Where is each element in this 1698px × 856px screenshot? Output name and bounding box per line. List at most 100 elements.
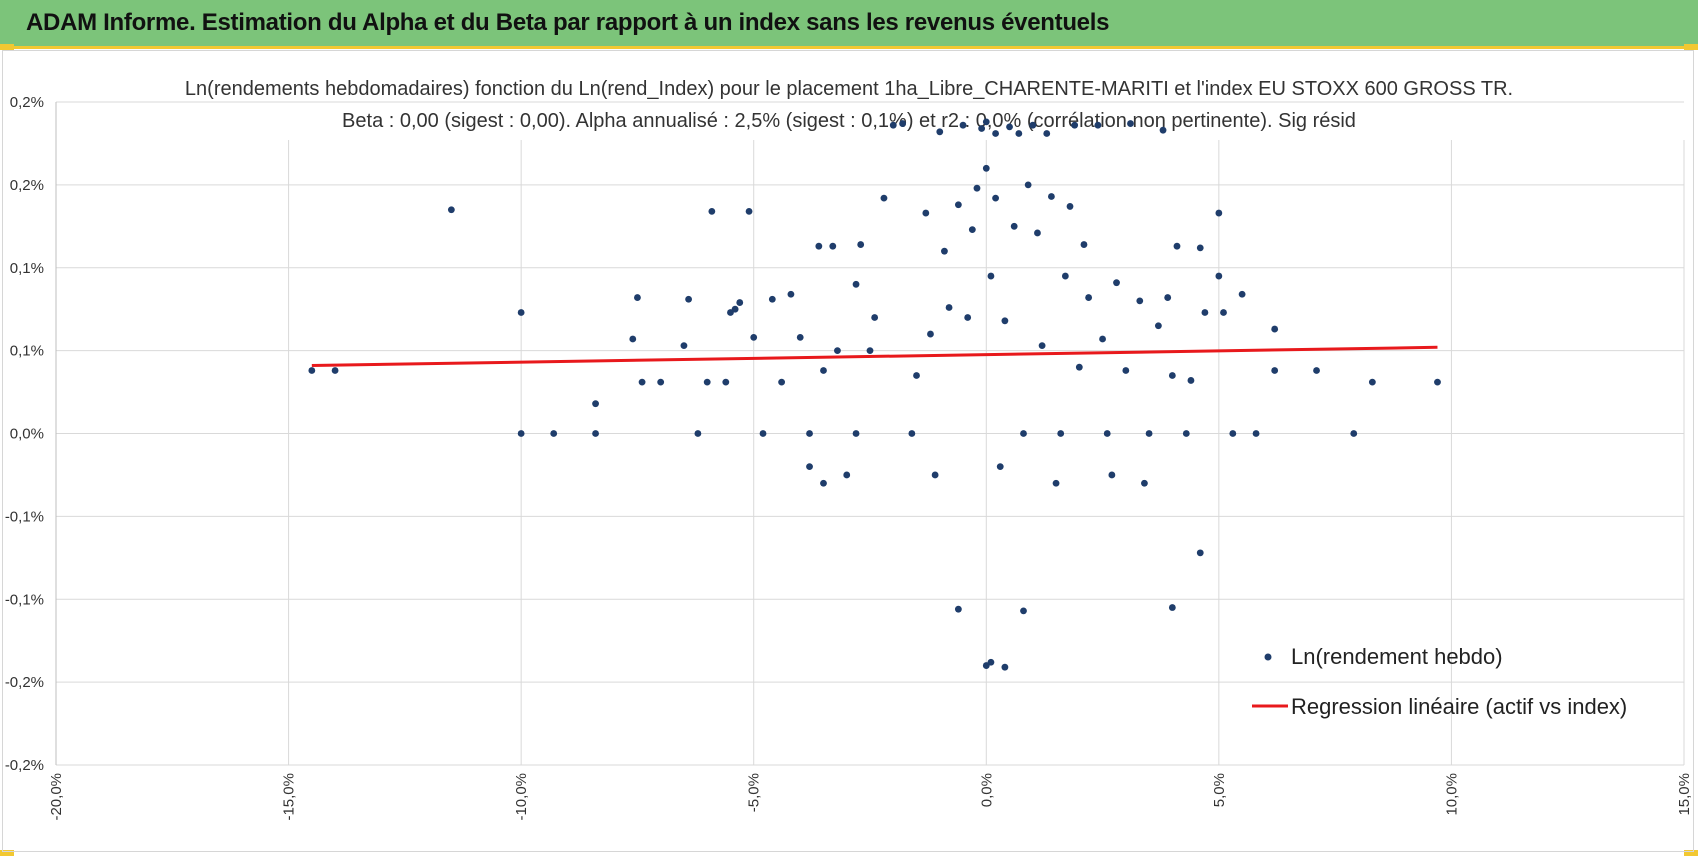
- data-point: [1038, 342, 1046, 350]
- data-point: [1141, 479, 1148, 487]
- chart-frame: [2, 50, 1694, 852]
- corner-marker: [1684, 44, 1698, 50]
- data-point: [1103, 430, 1111, 437]
- x-tick-label: -15,0%: [281, 773, 298, 821]
- x-tick-label: 0,0%: [978, 773, 995, 807]
- data-point: [1201, 309, 1209, 316]
- data-point: [857, 241, 865, 248]
- data-point: [1187, 377, 1195, 384]
- data-point: [978, 125, 986, 132]
- data-point: [1085, 294, 1093, 301]
- data-point: [941, 247, 948, 255]
- data-point: [1066, 203, 1074, 210]
- data-point: [1154, 322, 1162, 330]
- data-point: [517, 430, 525, 437]
- data-point: [829, 242, 837, 250]
- data-point: [778, 378, 786, 386]
- data-point: [852, 430, 860, 437]
- data-point: [708, 207, 716, 215]
- data-point: [736, 299, 744, 306]
- y-tick-label: 0,2%: [10, 177, 44, 194]
- data-point: [1043, 130, 1051, 137]
- gridlines: [55, 101, 1685, 766]
- data-point: [820, 479, 827, 487]
- data-point: [1034, 229, 1041, 237]
- data-point: [629, 335, 637, 343]
- regression-layer: [311, 345, 1438, 368]
- data-point: [913, 372, 920, 379]
- x-tick-label: 5,0%: [1211, 773, 1228, 807]
- data-point: [634, 294, 641, 301]
- data-point: [1173, 242, 1181, 250]
- data-point: [1094, 121, 1102, 129]
- data-point: [694, 430, 702, 437]
- data-point: [722, 378, 730, 386]
- data-point: [331, 367, 339, 374]
- x-tick-label: -5,0%: [746, 773, 763, 812]
- report-title: ADAM Informe. Estimation du Alpha et du …: [26, 9, 1110, 36]
- x-tick-label: 15,0%: [1676, 773, 1693, 816]
- data-point: [889, 121, 897, 129]
- data-point: [806, 463, 813, 471]
- y-tick-label: 0,2%: [10, 94, 44, 111]
- data-point: [1015, 130, 1023, 137]
- data-point: [982, 164, 990, 172]
- data-point: [880, 194, 888, 202]
- data-point: [768, 295, 776, 303]
- data-point: [968, 226, 976, 234]
- y-tick-label: 0,1%: [10, 343, 44, 360]
- corner-marker: [0, 850, 14, 856]
- data-point: [992, 194, 999, 202]
- data-point: [1071, 121, 1079, 129]
- data-point: [550, 430, 558, 437]
- data-point: [657, 378, 665, 386]
- y-tick-label: 0,0%: [10, 426, 44, 443]
- data-point: [843, 471, 851, 479]
- data-point: [899, 120, 906, 127]
- data-point: [1313, 367, 1320, 374]
- y-tick-label: 0,1%: [10, 260, 44, 277]
- data-point: [852, 280, 860, 288]
- axes: 0,2% 0,2% 0,1% 0,1% 0,0% -0,1% -0,1% -0,2% -0,2%…: [5, 94, 1693, 821]
- data-point: [1238, 290, 1246, 298]
- data-point: [834, 347, 841, 355]
- data-point: [1215, 209, 1223, 217]
- chart-subtitle: Beta : 0,00 (sigest : 0,00). Alpha annua…: [342, 110, 1356, 132]
- data-point: [1099, 335, 1106, 343]
- data-point: [1057, 430, 1065, 437]
- data-point: [1182, 430, 1190, 437]
- data-point: [954, 201, 962, 209]
- data-point: [685, 295, 692, 303]
- regression-line: [311, 345, 1438, 368]
- data-point: [1196, 549, 1204, 557]
- chart-title: Ln(rendements hebdomadaires) fonction du…: [185, 78, 1513, 100]
- data-point: [1164, 294, 1172, 301]
- data-point: [1001, 663, 1009, 671]
- data-point: [1196, 244, 1204, 252]
- data-point: [1271, 367, 1279, 374]
- legend-label-regression: Regression linéaire (actif vs index): [1291, 694, 1627, 719]
- data-point: [1220, 309, 1227, 316]
- y-tick-label: -0,1%: [5, 508, 44, 525]
- data-point: [787, 290, 795, 298]
- data-point: [1048, 193, 1055, 200]
- x-tick-label: -20,0%: [48, 773, 65, 821]
- data-point: [1001, 317, 1009, 325]
- data-point: [517, 309, 525, 316]
- data-point: [1145, 430, 1153, 437]
- data-point: [1020, 430, 1027, 437]
- data-point: [592, 430, 599, 437]
- data-point: [1108, 471, 1116, 479]
- data-point: [936, 128, 944, 136]
- data-point: [1122, 367, 1130, 374]
- data-point: [1434, 378, 1441, 386]
- x-tick-label: -10,0%: [513, 773, 530, 821]
- data-point: [796, 333, 804, 341]
- data-point: [866, 347, 874, 355]
- y-tick-label: -0,1%: [5, 591, 44, 608]
- x-tick-label: 10,0%: [1443, 773, 1460, 816]
- data-point: [987, 658, 995, 666]
- data-point: [1136, 297, 1144, 305]
- data-point: [1075, 363, 1083, 371]
- data-point: [806, 430, 813, 437]
